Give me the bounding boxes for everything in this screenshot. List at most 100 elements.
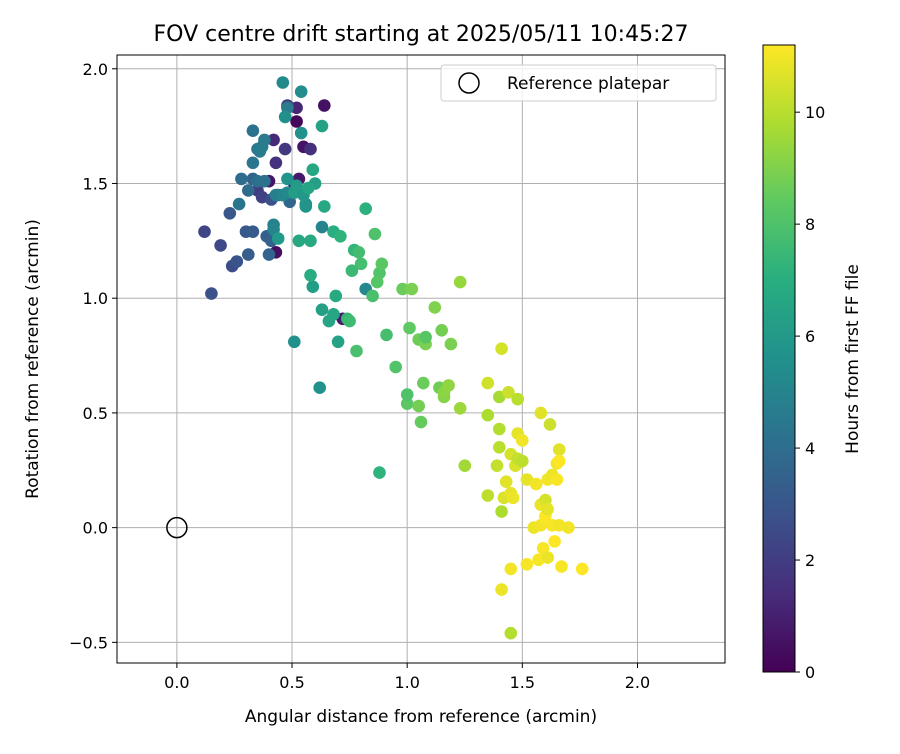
data-point xyxy=(368,227,382,241)
data-point xyxy=(306,163,320,176)
plot-background xyxy=(117,55,725,663)
plot-frame xyxy=(116,54,726,664)
plot-area: 0.0 0.5 1.0 1.5 2.0 −0.5 0.0 0.5 1.0 1.5 2.0 xyxy=(69,54,726,692)
data-point xyxy=(499,475,513,489)
data-point xyxy=(548,535,561,548)
data-point xyxy=(288,335,301,349)
data-point xyxy=(345,264,359,278)
colorbar-tick-label: 0 xyxy=(805,663,815,682)
data-point xyxy=(481,489,495,502)
colorbar-ticks: 0 2 4 6 8 10 xyxy=(795,103,825,682)
data-point xyxy=(354,257,368,271)
data-point xyxy=(550,473,564,486)
data-point xyxy=(292,234,306,248)
data-point xyxy=(541,551,554,564)
data-point xyxy=(205,287,218,300)
data-point xyxy=(304,234,317,248)
data-point xyxy=(290,115,303,128)
x-tick-label: 1.0 xyxy=(394,673,419,692)
colorbar-tick-label: 6 xyxy=(805,327,815,346)
legend: Reference platepar xyxy=(440,64,717,102)
data-point xyxy=(575,562,589,576)
x-tick-label: 2.0 xyxy=(625,673,650,692)
data-point xyxy=(495,342,508,356)
data-point xyxy=(400,388,414,401)
data-point xyxy=(417,376,430,390)
data-point xyxy=(453,402,467,415)
data-point xyxy=(327,308,340,321)
data-point xyxy=(294,85,308,98)
data-point xyxy=(380,328,393,342)
data-point xyxy=(405,282,419,296)
data-point xyxy=(278,142,292,156)
y-tick-label: 1.5 xyxy=(83,174,108,193)
data-point xyxy=(230,255,244,268)
data-point xyxy=(278,110,292,124)
data-point xyxy=(246,156,260,170)
chart-title: FOV centre drift starting at 2025/05/11 … xyxy=(154,22,689,47)
data-point xyxy=(267,133,280,147)
data-point xyxy=(370,275,384,289)
data-point xyxy=(502,386,515,399)
colorbar-gradient xyxy=(762,44,796,673)
colorbar-tick-label: 10 xyxy=(805,103,825,122)
data-point xyxy=(543,418,557,431)
data-point xyxy=(331,335,345,349)
data-point xyxy=(343,314,356,328)
data-point xyxy=(366,289,379,303)
data-point xyxy=(504,562,518,576)
data-point xyxy=(281,172,294,186)
data-point xyxy=(389,360,403,374)
data-point xyxy=(400,397,414,411)
data-points xyxy=(198,76,589,640)
data-point xyxy=(334,230,347,243)
grid xyxy=(117,55,725,663)
y-tick-label: 1.0 xyxy=(83,289,108,308)
x-tick-label: 0.0 xyxy=(164,673,189,692)
legend-marker-icon xyxy=(458,72,480,94)
data-point xyxy=(294,126,308,140)
data-point xyxy=(373,466,386,479)
data-point xyxy=(315,220,329,234)
data-point xyxy=(352,246,366,259)
data-point xyxy=(481,376,495,390)
data-point xyxy=(242,248,255,261)
data-point xyxy=(552,454,566,468)
legend-box xyxy=(440,64,717,102)
x-tick-label: 1.5 xyxy=(510,673,535,692)
reference-platepar-marker xyxy=(166,516,188,539)
colorbar-tick-label: 8 xyxy=(805,215,815,234)
data-point xyxy=(315,303,329,317)
data-point xyxy=(318,200,331,213)
data-point xyxy=(541,503,554,516)
data-point xyxy=(301,181,315,195)
data-point xyxy=(495,583,508,596)
data-point xyxy=(246,225,260,238)
data-point xyxy=(562,521,575,534)
data-point xyxy=(276,76,290,89)
data-point xyxy=(504,626,518,640)
data-point xyxy=(262,248,276,261)
y-tick-label: 2.0 xyxy=(83,60,108,79)
y-axis-ticks: −0.5 0.0 0.5 1.0 1.5 2.0 xyxy=(69,60,117,652)
data-point xyxy=(299,200,313,213)
data-point xyxy=(458,459,472,473)
colorbar: 0 2 4 6 8 10 Hours from first FF file xyxy=(762,44,863,682)
data-point xyxy=(490,459,504,473)
x-axis-ticks: 0.0 0.5 1.0 1.5 2.0 xyxy=(164,663,650,692)
data-point xyxy=(435,324,449,337)
data-point xyxy=(258,174,271,188)
data-point xyxy=(375,257,389,271)
data-point xyxy=(198,225,211,238)
data-point xyxy=(511,392,524,406)
data-point xyxy=(555,560,568,573)
data-point xyxy=(419,330,432,344)
data-point xyxy=(350,344,363,358)
colorbar-label: Hours from first FF file xyxy=(843,264,863,454)
data-point xyxy=(428,301,442,314)
data-point xyxy=(329,289,343,303)
data-point xyxy=(359,202,373,215)
data-point xyxy=(271,232,285,245)
